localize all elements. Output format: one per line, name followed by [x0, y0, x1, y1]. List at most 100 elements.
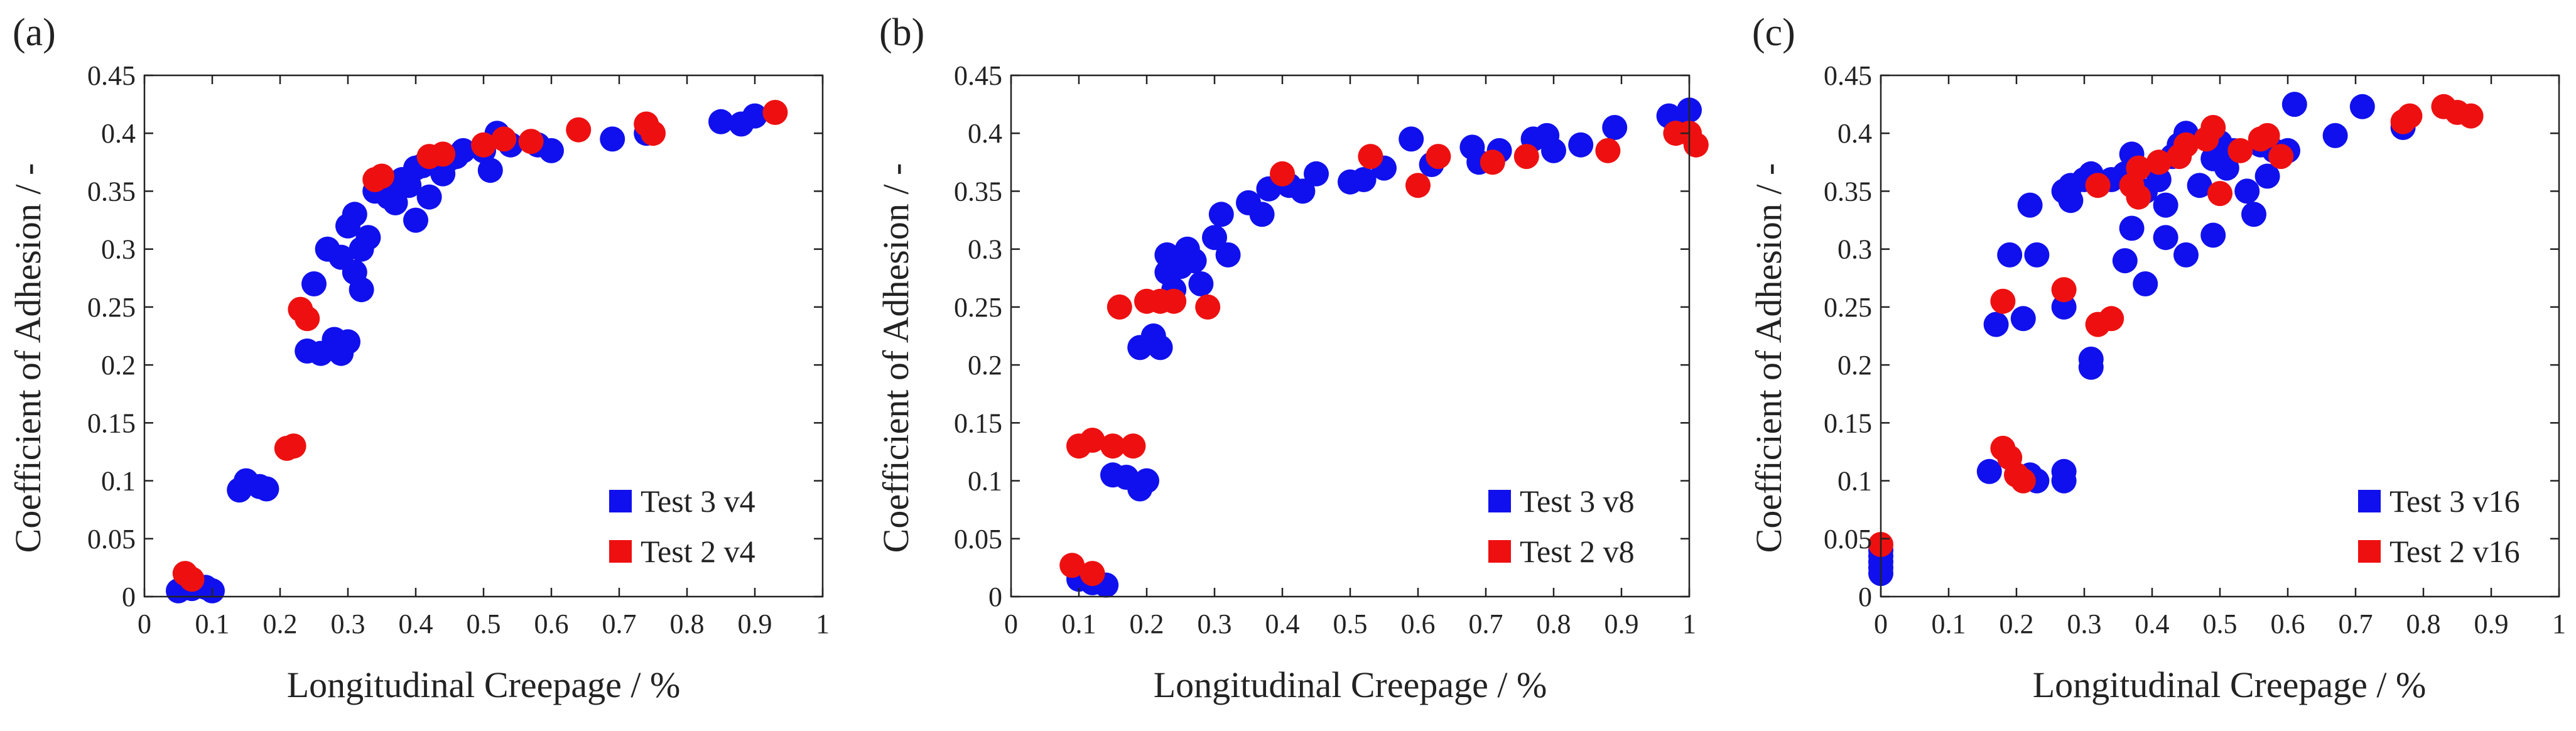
panel-c-legend-swatch-test3 [2358, 490, 2381, 512]
data-point [1351, 167, 1377, 192]
data-point [2146, 167, 2172, 192]
data-point [1208, 202, 1234, 227]
data-point [1426, 144, 1451, 170]
data-point [2010, 306, 2036, 332]
x-tick-label: 0.1 [195, 609, 230, 639]
y-tick-label: 0.45 [1824, 60, 1872, 91]
data-point [2146, 149, 2172, 175]
data-point [179, 566, 205, 592]
data-point [2085, 173, 2111, 198]
y-tick-label: 0.35 [1824, 176, 1872, 207]
data-point [2126, 184, 2151, 210]
x-tick-label: 0 [1874, 609, 1888, 639]
x-tick-label: 0.2 [2000, 609, 2034, 639]
panel-b-legend-test3: Test 3 v8 [1520, 484, 1635, 519]
data-point [430, 141, 456, 167]
y-tick-label: 0.05 [1824, 524, 1872, 555]
y-tick-label: 0.1 [968, 466, 1002, 497]
data-point [762, 100, 788, 125]
panel-a-y-axis-label: Coefficient of Adhesion / - [8, 163, 48, 553]
x-tick-label: 0.5 [467, 609, 501, 639]
data-point [2051, 458, 2077, 484]
x-tick-label: 0.8 [2406, 609, 2441, 639]
x-tick-label: 0.1 [1932, 609, 1966, 639]
panel-b-series-test2 [1059, 121, 1709, 587]
data-point [335, 329, 360, 355]
x-tick-label: 0.9 [1605, 609, 1639, 639]
data-point [2200, 115, 2226, 140]
data-point [2322, 122, 2348, 148]
data-point [2058, 188, 2084, 214]
panel-a-legend-test2: Test 2 v4 [641, 534, 755, 569]
data-point [2024, 242, 2050, 268]
data-point [2268, 144, 2294, 170]
data-point [1080, 561, 1105, 587]
data-point [1120, 433, 1146, 459]
data-point [1161, 288, 1187, 314]
y-tick-label: 0.1 [101, 466, 136, 497]
data-point [708, 109, 733, 134]
y-tick-label: 0.25 [1824, 292, 1872, 323]
y-tick-label: 0.4 [101, 118, 136, 149]
x-tick-label: 0.7 [1469, 609, 1503, 639]
data-point [342, 202, 367, 227]
data-point [742, 103, 767, 129]
data-point [369, 163, 394, 189]
panel-a-points [166, 100, 788, 604]
panel-c-legend-test2: Test 2 v16 [2389, 534, 2520, 569]
data-point [1602, 115, 1628, 140]
data-point [1107, 294, 1132, 320]
data-point [1480, 149, 1505, 175]
data-point [518, 129, 544, 154]
data-point [2200, 222, 2226, 248]
x-tick-label: 0.6 [534, 609, 569, 639]
panel-b-data: 0 0.1 0.2 0.3 0.4 0.5 0.6 0.7 0.8 0.9 1 0 0.05 0.1 0.1… [954, 60, 1709, 639]
data-point [382, 190, 408, 215]
data-point [355, 225, 381, 251]
y-tick-label: 0.1 [1837, 466, 1872, 497]
data-point [491, 126, 517, 152]
panel-c-data: 0 0.1 0.2 0.3 0.4 0.5 0.6 0.7 0.8 0.9 1 0 0.05 0.1 0.1… [1824, 60, 2566, 639]
data-point [1188, 271, 1214, 296]
x-tick-label: 0.4 [1265, 609, 1300, 639]
x-tick-label: 0.7 [602, 609, 637, 639]
x-tick-label: 1 [1682, 609, 1696, 639]
panel-a-series-test3 [166, 103, 767, 604]
x-tick-label: 0.4 [2135, 609, 2170, 639]
panel-a-x-axis-label: Longitudinal Creepage / % [287, 664, 681, 705]
x-tick-label: 0.6 [2271, 609, 2305, 639]
data-point [471, 132, 496, 158]
panel-c-legend: Test 3 v16 Test 2 v16 [2358, 484, 2520, 569]
x-tick-label: 0.3 [1198, 609, 1232, 639]
data-point [1595, 138, 1621, 163]
data-point [2254, 163, 2280, 189]
data-point [1059, 553, 1085, 578]
panel-a-legend-swatch-test2 [609, 540, 632, 563]
data-point [301, 271, 327, 296]
data-point [1147, 335, 1173, 360]
panel-c-y-axis-label: Coefficient of Adhesion / - [1748, 163, 1789, 553]
data-point [2397, 103, 2423, 129]
y-tick-label: 0 [122, 582, 136, 612]
panel-b-series-test3 [1066, 97, 1702, 598]
data-point [2458, 103, 2484, 129]
data-point [349, 277, 374, 303]
panel-b-legend-swatch-test2 [1488, 540, 1511, 563]
y-tick-label: 0.35 [87, 176, 136, 207]
x-tick-label: 1 [2552, 609, 2566, 639]
x-tick-label: 0 [1004, 609, 1018, 639]
panel-b-legend-test2: Test 2 v8 [1520, 534, 1635, 569]
x-tick-label: 0.8 [1537, 609, 1571, 639]
data-point [2010, 468, 2036, 494]
panel-b-label: (b) [879, 11, 924, 54]
panel-c-points [1868, 92, 2484, 587]
panel-a-data: 0 0.1 0.2 0.3 0.4 0.5 0.6 0.7 0.8 0.9 1 0 0.05 0.1 0.1… [87, 60, 830, 639]
data-point [2207, 181, 2232, 207]
x-tick-label: 0.9 [2474, 609, 2509, 639]
data-point [1304, 161, 1329, 187]
data-point [403, 207, 428, 233]
x-tick-label: 0.5 [1333, 609, 1368, 639]
x-tick-label: 0.1 [1062, 609, 1096, 639]
panel-c-label: (c) [1752, 11, 1795, 54]
y-tick-label: 0.3 [1837, 234, 1872, 265]
